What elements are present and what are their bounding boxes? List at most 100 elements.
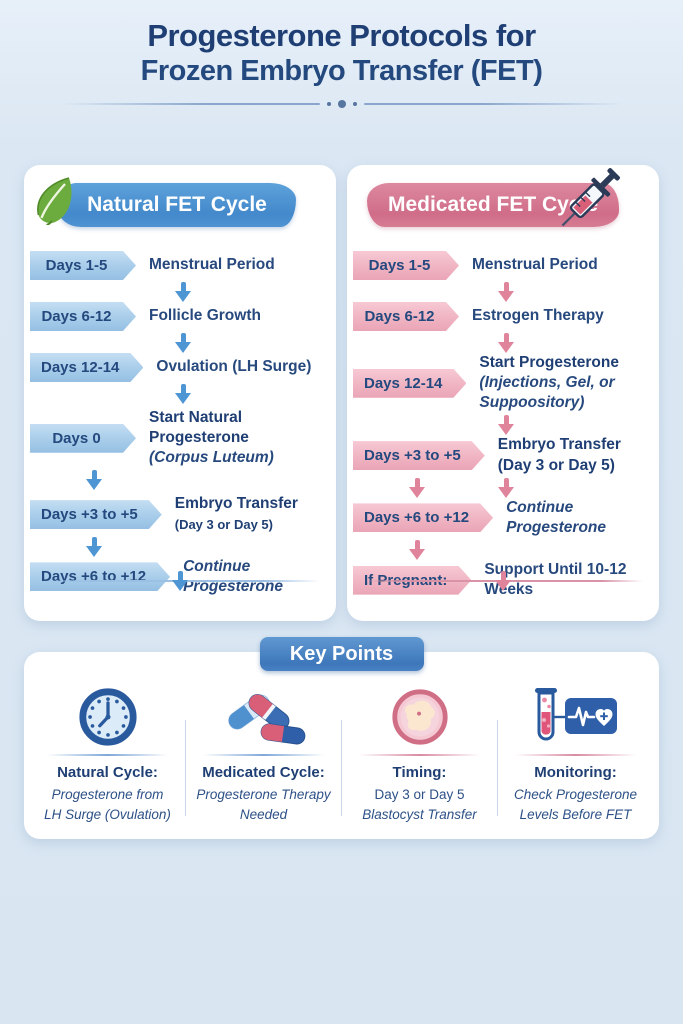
icon-underline — [359, 754, 480, 756]
key-point-line: Levels Before FET — [519, 807, 632, 823]
flow-connector — [353, 280, 651, 302]
down-arrow-icon — [498, 333, 514, 353]
step-label: Continue Progesterone — [183, 557, 283, 595]
day-range-badge: Days +3 to +5 — [353, 441, 485, 470]
natural-step-row: Days 12-14 Ovulation (LH Surge) — [30, 353, 328, 382]
step-label: Continue Progesterone — [506, 498, 606, 536]
down-arrow-icon — [86, 536, 102, 557]
down-arrow-icon — [498, 415, 514, 436]
key-point-line: Day 3 or Day 5 — [374, 787, 465, 802]
flow-connector — [353, 538, 651, 560]
key-point-heading: Natural Cycle: — [57, 764, 158, 781]
key-point-line: Check Progesterone — [513, 787, 638, 802]
vertical-divider — [497, 719, 498, 816]
medicated-cycle-title: Medicated FET Cycle — [387, 193, 599, 216]
down-arrow-icon — [498, 282, 514, 302]
divider-line — [61, 103, 320, 106]
step-sublabel: (Injections, Gel, or Suppoository) — [479, 374, 615, 412]
step-label: Estrogen Therapy — [472, 307, 604, 325]
divider-dot-small — [352, 102, 357, 107]
embryo-icon — [342, 682, 497, 752]
natural-cycle-banner: Natural FET Cycle — [37, 177, 296, 227]
step-label: Start Progesterone — [479, 354, 619, 371]
key-points-header: Key Points — [259, 637, 424, 671]
protocol-columns: Natural FET Cycle Days 1-5 Menstrual Per… — [24, 165, 659, 621]
leaf-icon — [32, 175, 78, 241]
day-range-badge: Days 1-5 — [30, 251, 136, 280]
natural-step-row: Days 1-5 Menstrual Period — [30, 251, 328, 280]
step-label: Embryo Transfer — [174, 495, 298, 513]
key-point-medicated-cycle: Medicated Cycle: Progesterone Therapy Ne… — [186, 682, 341, 829]
key-point-line: Blastocyst Transfer — [362, 807, 477, 823]
day-range-badge: Days +3 to +5 — [30, 500, 162, 529]
pills-icon — [186, 682, 341, 752]
medicated-step-row: Days 12-14 Start Progesterone (Injection… — [353, 353, 651, 413]
down-arrow-icon — [409, 539, 425, 560]
key-point-line: LH Surge (Ovulation) — [44, 807, 171, 823]
step-sublabel: (Corpus Luteum) — [149, 449, 274, 467]
step-label: Follicle Growth — [149, 307, 261, 325]
clock-icon — [30, 682, 185, 752]
down-arrow-icon — [175, 384, 191, 404]
syringe-icon — [547, 155, 633, 257]
step-sublabel: (Day 3 or Day 5) — [497, 456, 615, 474]
medicated-step-row: Days +3 to +5 Embryo Transfer (Day 3 or … — [353, 435, 651, 475]
key-point-monitoring: Monitoring: Check Progesterone Levels Be… — [498, 682, 653, 829]
down-arrow-icon — [175, 333, 191, 353]
flow-connector — [30, 535, 328, 557]
down-arrow-icon — [495, 571, 511, 591]
natural-step-row: Days +3 to +5 Embryo Transfer (Day 3 or … — [30, 494, 328, 534]
key-point-line: Progesterone from — [51, 787, 164, 802]
header: Progesterone Protocols for Frozen Embryo… — [0, 0, 683, 109]
icon-underline — [515, 754, 636, 756]
vertical-divider — [185, 719, 186, 816]
title-divider — [61, 100, 622, 109]
page-title-line2: Frozen Embryo Transfer (FET) — [140, 54, 543, 87]
down-arrow-icon — [86, 470, 102, 491]
natural-step-row: Days 6-12 Follicle Growth — [30, 302, 328, 331]
step-label: Embryo Transfer — [497, 436, 621, 454]
day-range-badge: Days 6-12 — [353, 302, 459, 331]
divider-line — [363, 103, 622, 106]
medicated-steps: Days 1-5 Menstrual Period Days 6-12 Estr… — [347, 251, 659, 600]
day-range-badge: Days 0 — [30, 424, 136, 453]
key-points-section: Key Points Natural Cycle: — [24, 637, 659, 839]
day-range-badge: Days 1-5 — [353, 251, 459, 280]
divider-dot-small — [326, 102, 331, 107]
vertical-divider — [341, 719, 342, 816]
day-range-badge: Days 12-14 — [30, 353, 143, 382]
down-arrow-icon — [498, 477, 514, 498]
medicated-cycle-banner: Medicated FET Cycle — [367, 168, 620, 227]
key-point-line: Progesterone Therapy — [196, 787, 331, 802]
medicated-step-row: Days 6-12 Estrogen Therapy — [353, 302, 651, 331]
natural-cycle-card: Natural FET Cycle Days 1-5 Menstrual Per… — [24, 165, 336, 621]
day-range-badge: Days 12-14 — [353, 369, 466, 398]
natural-cycle-title: Natural FET Cycle — [87, 193, 267, 216]
key-point-natural-cycle: Natural Cycle: Progesterone from LH Surg… — [30, 682, 185, 829]
lab-monitor-icon — [498, 682, 653, 752]
natural-flow-end — [40, 571, 320, 601]
divider-dot-large — [337, 100, 346, 109]
medicated-cycle-card: Medicated FET Cycle — [347, 165, 659, 621]
key-point-heading: Monitoring: — [534, 764, 617, 781]
icon-underline — [47, 754, 168, 756]
page-title-line1: Progesterone Protocols for — [147, 18, 536, 53]
day-range-badge: Days +6 to +12 — [353, 503, 493, 532]
flow-connector — [353, 331, 651, 353]
down-arrow-icon — [172, 571, 188, 591]
natural-steps: Days 1-5 Menstrual Period Days 6-12 Foll… — [24, 251, 336, 597]
icon-underline — [203, 754, 324, 756]
key-point-line: Needed — [239, 807, 288, 823]
step-label: Menstrual Period — [149, 256, 275, 274]
down-arrow-icon — [175, 282, 191, 302]
medicated-flow-end — [363, 571, 643, 601]
flow-connector — [30, 331, 328, 353]
medicated-step-row: Days 1-5 Menstrual Period — [353, 251, 651, 280]
flow-connector — [353, 476, 651, 498]
key-point-heading: Timing: — [392, 764, 447, 781]
step-label: Start Natural Progesterone — [149, 409, 249, 447]
step-label: Menstrual Period — [472, 256, 598, 274]
day-range-badge: Days 6-12 — [30, 302, 136, 331]
natural-step-row: Days 0 Start Natural Progesterone (Corpu… — [30, 408, 328, 468]
key-point-heading: Medicated Cycle: — [202, 764, 325, 781]
